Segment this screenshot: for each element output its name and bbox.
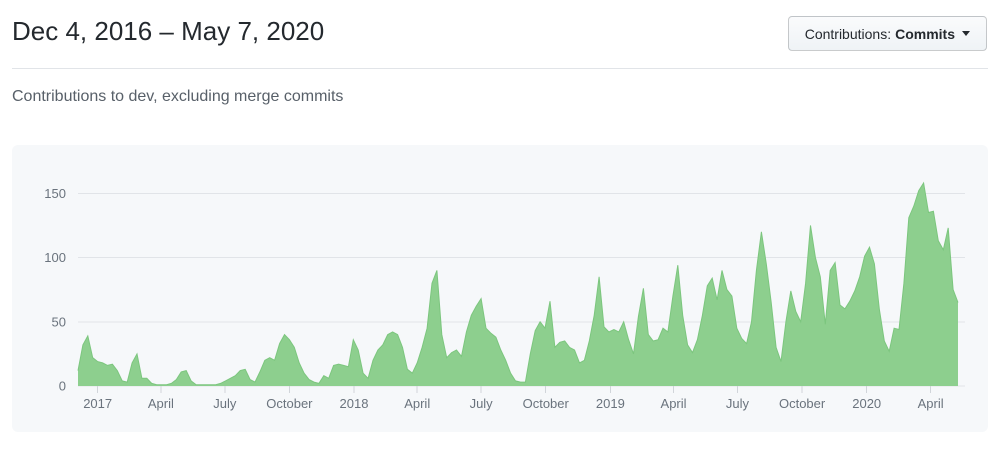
y-tick-label: 150: [44, 186, 66, 201]
x-axis: 2017 April July October 2018 April July October…: [83, 386, 944, 411]
x-tick-label: October: [779, 396, 826, 411]
x-tick-label: October: [266, 396, 313, 411]
filter-button-value: Commits: [895, 25, 955, 42]
x-tick-label: 2020: [852, 396, 881, 411]
x-tick-label: 2019: [596, 396, 625, 411]
y-tick-label: 50: [52, 314, 66, 329]
chart-subtitle: Contributions to dev, excluding merge co…: [12, 88, 344, 105]
contributions-filter-button[interactable]: Contributions: Commits: [787, 16, 987, 51]
filter-button-label: Contributions:: [804, 25, 892, 42]
commits-area: [78, 183, 958, 386]
x-tick-label: July: [726, 396, 750, 411]
y-tick-label: 100: [44, 250, 66, 265]
page-title: Dec 4, 2016 – May 7, 2020: [12, 16, 325, 46]
contributions-graph-panel: 0 50 100 150 2017 April July October 2018 April Ju…: [12, 145, 988, 432]
x-tick-label: July: [470, 396, 494, 411]
x-tick-label: July: [213, 396, 237, 411]
contributions-area-chart[interactable]: 0 50 100 150 2017 April July October 2018 April Ju…: [12, 145, 988, 432]
x-tick-label: October: [523, 396, 570, 411]
x-tick-label: 2018: [340, 396, 369, 411]
y-axis-labels: 0 50 100 150: [44, 186, 66, 394]
chevron-down-icon: [962, 31, 970, 36]
x-tick-label: April: [918, 396, 944, 411]
x-tick-label: April: [661, 396, 687, 411]
commits-line: [77, 181, 959, 386]
date-range-header: Dec 4, 2016 – May 7, 2020 Contributions:…: [12, 12, 988, 56]
header-divider: [12, 68, 988, 69]
x-tick-label: 2017: [83, 396, 112, 411]
y-tick-label: 0: [59, 379, 66, 394]
x-tick-label: April: [148, 396, 174, 411]
x-tick-label: April: [404, 396, 430, 411]
